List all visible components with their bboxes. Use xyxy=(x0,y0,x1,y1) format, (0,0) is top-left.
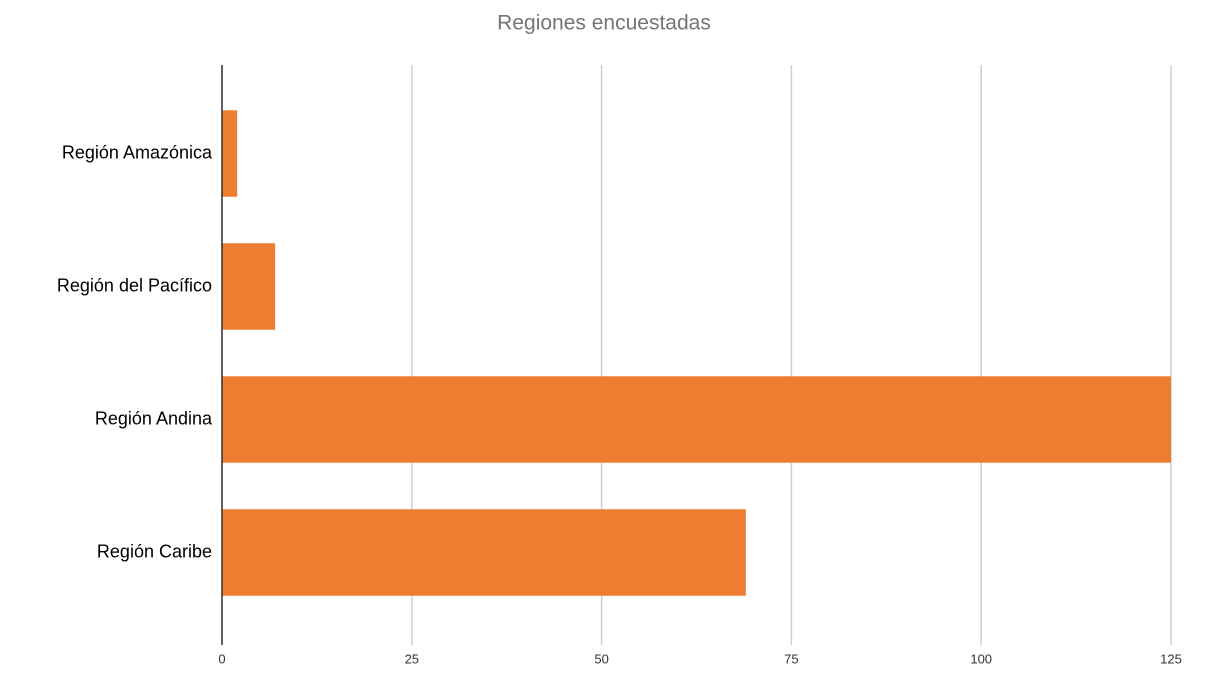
y-tick-label: Región del Pacífico xyxy=(57,275,212,295)
x-tick-label: 0 xyxy=(218,651,225,666)
bar xyxy=(222,509,746,596)
x-tick-label: 75 xyxy=(784,651,798,666)
y-tick-label: Región Caribe xyxy=(97,541,212,561)
x-tick-label: 50 xyxy=(594,651,608,666)
bar xyxy=(222,110,238,197)
bar xyxy=(222,376,1171,463)
y-tick-label: Región Amazónica xyxy=(62,142,213,162)
bar xyxy=(222,243,276,330)
x-tick-label: 25 xyxy=(405,651,419,666)
x-tick-label: 100 xyxy=(970,651,992,666)
chart-title: Regiones encuestadas xyxy=(497,12,711,35)
x-tick-label: 125 xyxy=(1160,651,1182,666)
y-tick-label: Región Andina xyxy=(95,408,213,428)
